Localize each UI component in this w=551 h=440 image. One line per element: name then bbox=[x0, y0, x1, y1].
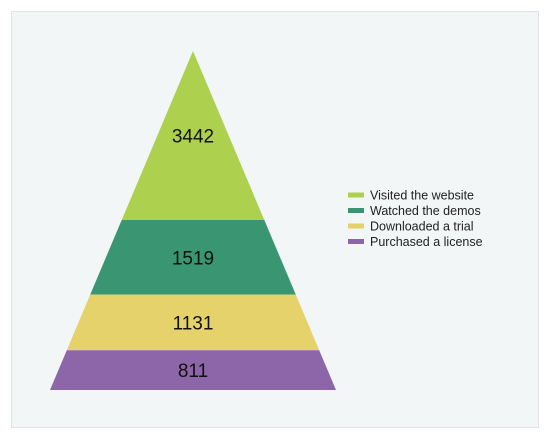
slice-value-label-purchased-license: 811 bbox=[178, 361, 208, 382]
pyramid-slice-downloaded-trial bbox=[66, 294, 320, 351]
pyramid-slices bbox=[50, 51, 336, 390]
legend-label-downloaded-trial: Downloaded a trial bbox=[370, 220, 474, 234]
legend-swatch-watched-demos bbox=[348, 208, 364, 213]
legend-label-purchased-license: Purchased a license bbox=[370, 235, 483, 249]
slice-value-label-visited-website: 3442 bbox=[172, 127, 214, 148]
legend-swatch-visited-website bbox=[348, 192, 364, 198]
legend-label-visited-website: Visited the website bbox=[370, 189, 474, 203]
slice-value-label-downloaded-trial: 1131 bbox=[173, 313, 214, 334]
pyramid-slice-purchased-license bbox=[50, 350, 336, 390]
pyramid-slice-visited-website bbox=[121, 51, 265, 220]
legend-label-watched-demos: Watched the demos bbox=[370, 204, 481, 218]
pyramid-value-labels: 3442 1519 1131 811 bbox=[172, 127, 214, 383]
slice-value-label-watched-demos: 1519 bbox=[172, 248, 214, 269]
legend-swatch-downloaded-trial bbox=[348, 223, 364, 229]
legend-swatch-purchased-license bbox=[348, 239, 364, 244]
pyramid-slice-watched-demos bbox=[90, 220, 296, 295]
